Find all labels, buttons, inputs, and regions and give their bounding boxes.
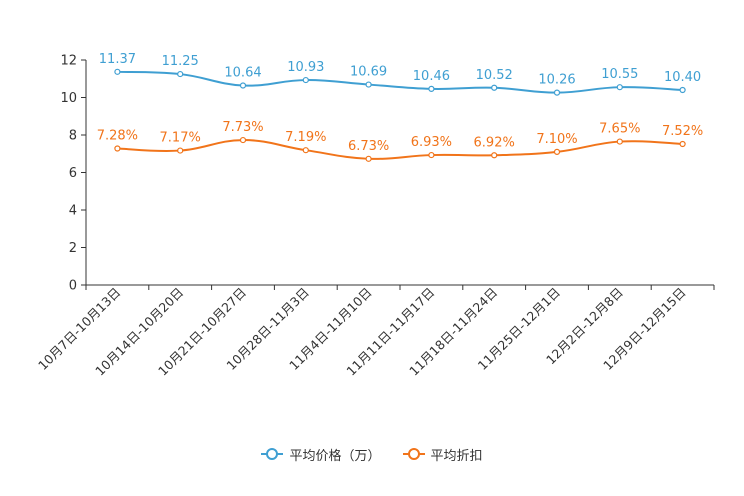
data-label: 7.19% (285, 130, 326, 145)
legend-swatch-discount (402, 448, 425, 460)
y-tick-label: 8 (69, 129, 77, 144)
data-label: 6.73% (348, 139, 389, 154)
data-point (302, 147, 309, 154)
y-tick-label: 0 (69, 279, 77, 294)
data-point (491, 152, 498, 159)
series-line-0 (117, 70, 683, 94)
data-label: 7.73% (222, 120, 263, 135)
y-tick-label: 4 (69, 204, 77, 219)
legend-item-discount[interactable]: 平均折扣 (402, 445, 483, 464)
data-point (428, 85, 435, 92)
y-tick-label: 12 (60, 54, 77, 69)
legend-swatch-price (261, 448, 284, 460)
legend: 平均价格（万） 平均折扣 (0, 444, 744, 464)
data-point (365, 155, 372, 162)
data-label: 10.64 (224, 66, 261, 81)
axes (85, 60, 714, 286)
y-tick-label: 6 (69, 166, 77, 181)
data-label: 11.25 (162, 54, 199, 69)
data-point (177, 147, 184, 154)
data-point (302, 76, 309, 84)
data-point (239, 82, 247, 89)
data-label: 7.52% (662, 124, 703, 139)
data-point (553, 89, 561, 96)
data-label: 7.17% (160, 131, 201, 146)
data-label: 7.28% (97, 129, 138, 144)
data-point (365, 81, 372, 88)
data-label: 11.37 (99, 52, 136, 67)
data-point (114, 68, 121, 75)
data-label: 7.65% (599, 122, 640, 137)
data-label: 7.10% (536, 132, 577, 147)
data-point (616, 138, 623, 145)
data-label: 10.69 (350, 65, 387, 80)
data-point (679, 86, 686, 94)
data-point (177, 70, 184, 78)
data-label: 10.55 (601, 67, 638, 82)
legend-item-price[interactable]: 平均价格（万） (261, 445, 381, 464)
data-label: 10.52 (476, 68, 513, 83)
data-point (114, 145, 121, 152)
data-point (239, 136, 247, 144)
data-label: 6.92% (474, 135, 515, 150)
data-label: 10.40 (664, 70, 701, 85)
data-point (616, 84, 623, 91)
data-point (553, 148, 561, 155)
y-tick-label: 10 (60, 91, 77, 106)
series-layer: 11.37 11.25 10.64 10.93 10.69 10.46 10.52 10.26… (97, 52, 703, 162)
series-line-1 (117, 139, 683, 160)
data-label: 10.46 (413, 69, 450, 84)
y-tick-label: 2 (69, 241, 77, 256)
legend-label-discount: 平均折扣 (430, 448, 483, 464)
data-point (428, 151, 435, 159)
ticks: 02468101210月7日-10月13日10月14日-10月20日10月21日… (35, 54, 715, 379)
data-point (679, 140, 686, 148)
data-label: 10.93 (287, 60, 324, 75)
data-label: 10.26 (538, 73, 575, 88)
data-label: 6.93% (411, 135, 452, 150)
data-point (491, 84, 498, 91)
legend-label-price: 平均价格（万） (289, 448, 381, 464)
